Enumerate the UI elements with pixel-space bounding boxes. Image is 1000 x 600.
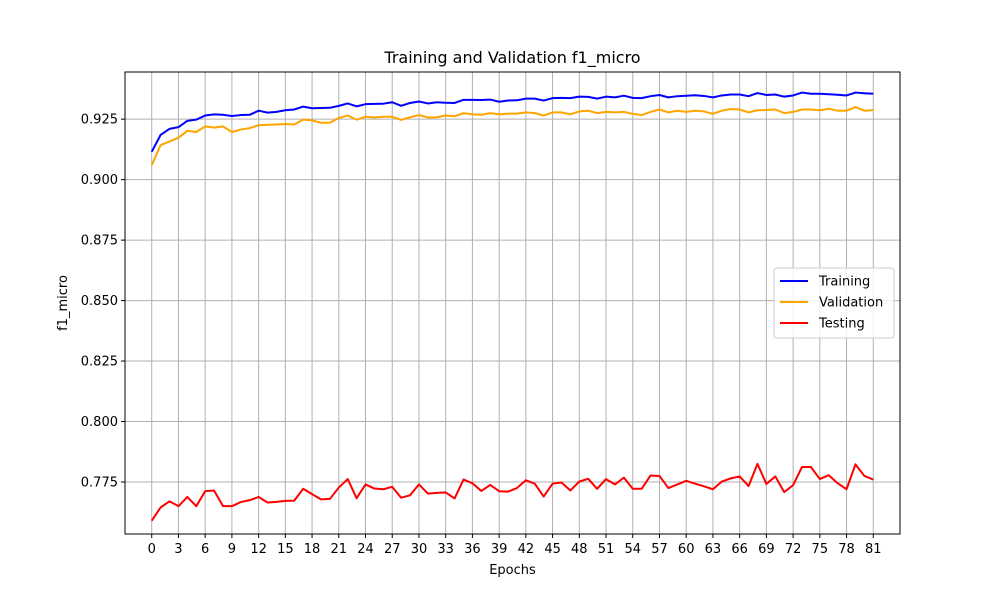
x-tick-label: 33 — [437, 542, 454, 557]
legend-label-validation: Validation — [819, 296, 883, 311]
legend-label-training: Training — [818, 275, 870, 290]
x-tick-label: 30 — [411, 542, 428, 557]
y-tick-label: 0.875 — [81, 234, 118, 249]
y-tick-label: 0.925 — [81, 113, 118, 128]
axis-ticks: 0 3 6 9 12 15 18 21 24 27 30 33 36 39 42 45 48 51 54 57 60 63… — [81, 113, 882, 557]
x-tick-label: 9 — [228, 542, 236, 557]
grid — [125, 72, 900, 534]
y-tick-label: 0.850 — [81, 294, 118, 309]
x-tick-label: 6 — [201, 542, 209, 557]
x-tick-label: 63 — [705, 542, 722, 557]
x-tick-label: 18 — [304, 542, 321, 557]
y-tick-label: 0.825 — [81, 355, 118, 370]
x-tick-label: 24 — [357, 542, 374, 557]
y-tick-label: 0.800 — [81, 415, 118, 430]
x-tick-label: 27 — [384, 542, 401, 557]
x-tick-label: 60 — [678, 542, 695, 557]
y-tick-label: 0.900 — [81, 173, 118, 188]
x-tick-label: 15 — [277, 542, 294, 557]
legend-label-testing: Testing — [818, 317, 865, 332]
x-axis-label: Epochs — [489, 563, 536, 578]
series-line-training — [150, 91, 874, 153]
x-tick-label: 81 — [865, 542, 882, 557]
x-tick-label: 48 — [571, 542, 588, 557]
x-tick-label: 45 — [544, 542, 561, 557]
x-tick-label: 0 — [148, 542, 156, 557]
x-tick-label: 12 — [250, 542, 267, 557]
y-axis-label: f1_micro — [56, 275, 71, 331]
x-tick-label: 75 — [812, 542, 829, 557]
x-tick-label: 21 — [331, 542, 348, 557]
legend: Training Validation Testing — [773, 267, 895, 339]
chart-title: Training and Validation f1_micro — [383, 48, 640, 68]
x-tick-label: 36 — [464, 542, 481, 557]
x-tick-label: 72 — [785, 542, 802, 557]
x-tick-label: 66 — [731, 542, 748, 557]
series-line-validation — [150, 106, 874, 166]
series-line-testing — [150, 462, 874, 522]
x-tick-label: 57 — [651, 542, 668, 557]
x-tick-label: 39 — [491, 542, 508, 557]
x-tick-label: 3 — [174, 542, 182, 557]
x-tick-label: 78 — [838, 542, 855, 557]
plot-area-frame — [124, 71, 901, 535]
x-tick-label: 54 — [624, 542, 641, 557]
x-tick-label: 42 — [518, 542, 535, 557]
series-lines — [150, 91, 874, 522]
x-tick-label: 69 — [758, 542, 775, 557]
y-tick-label: 0.775 — [81, 475, 118, 490]
legend-box — [773, 267, 895, 339]
x-tick-label: 51 — [598, 542, 615, 557]
